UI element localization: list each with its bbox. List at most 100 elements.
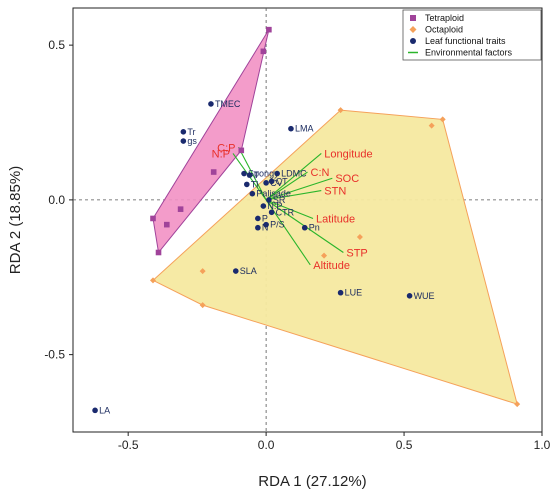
octaploid-point bbox=[428, 122, 435, 129]
env-factor-label: N:P bbox=[212, 148, 230, 160]
trait-label: LDMC bbox=[281, 169, 307, 179]
trait-point bbox=[301, 224, 308, 231]
env-factor-label: STP bbox=[346, 247, 367, 259]
trait-point bbox=[337, 289, 344, 296]
trait-label: Palisade bbox=[256, 189, 291, 199]
octaploid-point bbox=[321, 252, 328, 259]
trait-label: Spongy bbox=[248, 169, 279, 179]
trait-point bbox=[249, 190, 256, 197]
trait-point bbox=[266, 197, 272, 203]
trait-label: TMEC bbox=[215, 99, 241, 109]
trait-label: T bbox=[254, 170, 260, 180]
trait-label: N:P bbox=[267, 201, 282, 211]
tetraploid-point bbox=[164, 221, 170, 228]
trait-point bbox=[232, 268, 239, 274]
trait-label: P/S bbox=[270, 220, 285, 230]
octaploid-point bbox=[514, 401, 521, 408]
x-tick-label: -0.5 bbox=[118, 438, 139, 452]
legend-marker-square bbox=[410, 15, 416, 21]
y-tick-label: 0.5 bbox=[48, 38, 65, 52]
trait-label: Tr bbox=[187, 127, 195, 137]
trait-point bbox=[263, 180, 269, 186]
octaploid-point bbox=[150, 277, 157, 284]
octaploid-point bbox=[337, 107, 344, 114]
trait-point bbox=[274, 170, 280, 177]
trait-point bbox=[246, 172, 253, 178]
tetraploid-point bbox=[210, 169, 217, 175]
env-factor-label: SOC bbox=[335, 173, 359, 185]
plot-frame bbox=[72, 7, 543, 433]
octaploid-point bbox=[439, 116, 446, 123]
trait-point bbox=[268, 178, 275, 185]
trait-point bbox=[241, 170, 247, 177]
trait-point bbox=[255, 215, 261, 222]
tetraploid-point bbox=[260, 48, 267, 55]
trait-label: P bbox=[262, 213, 268, 223]
trait-point bbox=[255, 224, 261, 231]
trait-label: Tl bbox=[251, 179, 259, 189]
tetraploid-point bbox=[266, 26, 272, 33]
legend-marker-circle bbox=[410, 38, 416, 44]
group-hulls bbox=[152, 29, 518, 405]
env-arrow bbox=[265, 177, 333, 201]
trait-point bbox=[268, 209, 275, 216]
trait-label: N bbox=[262, 223, 269, 233]
env-arrow bbox=[265, 171, 308, 201]
octaploid-point bbox=[199, 268, 206, 275]
legend-label: Leaf functional traits bbox=[425, 36, 506, 46]
trait-label: WUE bbox=[414, 291, 435, 301]
env-factor-label: C:P bbox=[217, 142, 235, 154]
legend-box bbox=[402, 9, 542, 61]
octaploid-point bbox=[199, 302, 206, 309]
axes: -0.5 0.0 0.5 1.0 -0.5 0.0 0.5 RDA 1 (27.12%) RDA… bbox=[7, 7, 550, 490]
trait-point bbox=[260, 203, 267, 209]
trait-point bbox=[180, 138, 187, 144]
env-factor-label: Latitude bbox=[316, 213, 355, 225]
trait-point bbox=[406, 293, 413, 299]
trait-point bbox=[180, 128, 187, 135]
trait-point bbox=[208, 101, 214, 107]
env-factor-label: Longitude bbox=[324, 148, 372, 160]
legend-marker-diamond bbox=[409, 26, 417, 33]
trait-label: LUE bbox=[345, 288, 363, 298]
points bbox=[92, 26, 521, 414]
trait-point bbox=[263, 221, 269, 228]
octaploid-hull bbox=[152, 109, 518, 405]
trait-label: SR bbox=[273, 195, 286, 205]
trait-point bbox=[288, 125, 294, 132]
tetraploid-point bbox=[155, 249, 162, 256]
x-tick-label: 1.0 bbox=[534, 438, 550, 452]
x-tick-label: 0.0 bbox=[258, 438, 275, 452]
y-tick-label: -0.5 bbox=[44, 348, 65, 362]
trait-label: Pn bbox=[309, 223, 320, 233]
trait-label: CT bbox=[276, 176, 288, 186]
env-factor-label: STN bbox=[324, 186, 346, 198]
trait-label: SLA bbox=[240, 266, 257, 276]
env-factor-label: Altitude bbox=[313, 260, 350, 272]
trait-point bbox=[92, 407, 98, 414]
x-axis-title: RDA 1 (27.12%) bbox=[258, 473, 366, 490]
trait-label: CTR bbox=[276, 207, 295, 217]
tetraploid-point bbox=[177, 206, 184, 212]
env-arrow bbox=[265, 153, 322, 201]
env-arrow bbox=[266, 190, 322, 201]
x-tick-label: 0.5 bbox=[396, 438, 413, 452]
trait-point bbox=[244, 181, 250, 188]
y-axis-title: RDA 2 (18.85%) bbox=[7, 166, 24, 274]
tetraploid-point bbox=[150, 215, 156, 222]
tetraploid-point bbox=[238, 147, 245, 154]
env-arrow bbox=[238, 147, 267, 201]
legend-label: Environmental factors bbox=[425, 48, 513, 58]
legend-label: Tetraploid bbox=[425, 13, 464, 23]
trait-label: LMA bbox=[295, 124, 314, 134]
env-arrow bbox=[265, 199, 314, 219]
trait-label: LA bbox=[99, 405, 110, 415]
env-factor-label: C:N bbox=[311, 167, 330, 179]
octaploid-point bbox=[356, 234, 363, 241]
legend-label: Octaploid bbox=[425, 25, 463, 35]
y-tick-label: 0.0 bbox=[48, 193, 65, 207]
trait-label: gs bbox=[187, 136, 197, 146]
